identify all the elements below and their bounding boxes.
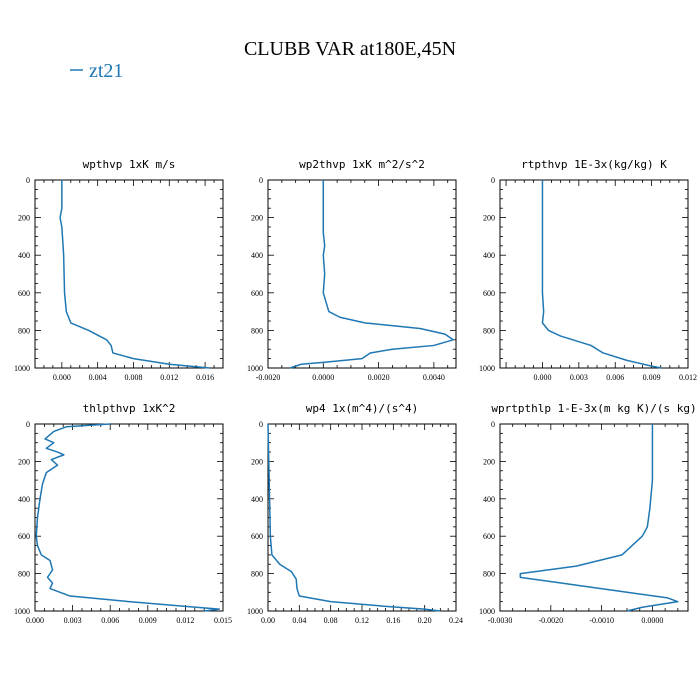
y-tick-label: 800 (18, 570, 30, 579)
x-tick-label: 0.0000 (641, 616, 663, 625)
y-tick-label: 400 (18, 495, 30, 504)
x-tick-label: -0.0020 (256, 373, 281, 382)
panel-title: wpthvp 1xK m/s (83, 158, 176, 171)
plot-frame (34, 423, 224, 612)
y-tick-label: 1000 (14, 364, 30, 373)
x-tick-label: 0.008 (124, 373, 142, 382)
x-tick-label: 0.006 (101, 616, 119, 625)
x-tick-label: 0.000 (26, 616, 44, 625)
y-tick-label: 800 (251, 570, 263, 579)
x-tick-label: 0.12 (355, 616, 369, 625)
y-tick-label: 600 (18, 289, 30, 298)
x-tick-label: 0.009 (139, 616, 157, 625)
x-tick-label: 0.015 (214, 616, 232, 625)
x-tick-label: 0.16 (386, 616, 400, 625)
x-tick-label: -0.0020 (538, 616, 563, 625)
series-line-zt21 (519, 424, 679, 612)
x-tick-label: 0.00 (261, 616, 275, 625)
y-tick-label: 0 (259, 420, 263, 429)
y-tick-label: 200 (18, 214, 30, 223)
x-tick-label: 0.0020 (368, 373, 390, 382)
y-tick-label: 0 (26, 420, 30, 429)
panel-title: wp2thvp 1xK m^2/s^2 (299, 158, 425, 171)
panel-3: rtpthvp 1E-3x(kg/kg) K 0 200 400 600 800 1000 0… (479, 158, 697, 382)
y-tick-label: 400 (483, 251, 495, 260)
x-tick-label: 0.004 (89, 373, 107, 382)
y-tick-label: 600 (483, 289, 495, 298)
x-tick-label: 0.000 (53, 373, 71, 382)
series-line-zt21 (59, 180, 210, 369)
y-tick-label: 800 (483, 326, 495, 335)
panel-1: wpthvp 1xK m/s 0 200 400 600 800 1000 0.000 0.00… (14, 158, 224, 382)
y-tick-label: 200 (483, 214, 495, 223)
x-tick-label: 0.016 (196, 373, 214, 382)
y-tick-label: 0 (491, 176, 495, 185)
y-tick-label: 400 (251, 495, 263, 504)
x-tick-label: 0.20 (418, 616, 432, 625)
panel-title: wp4 1x(m^4)/(s^4) (306, 402, 419, 415)
y-tick-label: 1000 (479, 364, 495, 373)
y-tick-label: 600 (251, 532, 263, 541)
legend-label: zt21 (89, 60, 123, 82)
plot-frame (34, 179, 224, 369)
y-tick-label: 1000 (247, 364, 263, 373)
y-tick-label: 800 (18, 326, 30, 335)
x-tick-label: -0.0030 (488, 616, 513, 625)
x-tick-label: 0.24 (449, 616, 463, 625)
y-tick-label: 1000 (247, 607, 263, 616)
plot-frame (267, 179, 457, 369)
panel-2: wp2thvp 1xK m^2/s^2 0 200 400 600 800 1000-0.0… (247, 158, 457, 382)
panel-title: thlpthvp 1xK^2 (83, 402, 176, 415)
y-tick-label: 1000 (479, 607, 495, 616)
y-tick-label: 400 (18, 251, 30, 260)
y-tick-label: 800 (483, 570, 495, 579)
x-tick-label: 0.0040 (423, 373, 445, 382)
y-tick-label: 0 (259, 176, 263, 185)
series-line-zt21 (267, 423, 441, 612)
y-tick-label: 600 (483, 532, 495, 541)
legend: zt21 (70, 60, 123, 82)
x-tick-label: 0.04 (292, 616, 306, 625)
y-tick-label: 200 (251, 214, 263, 223)
x-tick-label: 0.000 (533, 373, 551, 382)
y-tick-label: 800 (251, 326, 263, 335)
y-tick-label: 0 (26, 176, 30, 185)
x-tick-label: 0.003 (570, 373, 588, 382)
panel-title: wprtpthlp 1-E-3x(m kg K)/(s kg) (491, 402, 696, 415)
y-tick-label: 200 (18, 457, 30, 466)
x-tick-label: 0.009 (643, 373, 661, 382)
x-tick-label: 0.012 (160, 373, 178, 382)
x-tick-label: 0.08 (324, 616, 338, 625)
y-tick-label: 200 (483, 457, 495, 466)
x-tick-label: 0.012 (176, 616, 194, 625)
y-tick-label: 200 (251, 457, 263, 466)
panel-title: rtpthvp 1E-3x(kg/kg) K (521, 158, 667, 171)
figure-title: CLUBB VAR at180E,45N (244, 38, 456, 60)
y-tick-label: 400 (483, 495, 495, 504)
plot-frame (499, 179, 689, 369)
y-tick-label: 400 (251, 251, 263, 260)
x-tick-label: 0.0000 (312, 373, 334, 382)
series-line-zt21 (289, 180, 454, 369)
panel-6: wprtpthlp 1-E-3x(m kg K)/(s kg) 0 200 400 60… (479, 402, 697, 625)
x-tick-label: 0.012 (679, 373, 697, 382)
y-tick-label: 600 (251, 289, 263, 298)
series-line-zt21 (35, 423, 220, 612)
x-tick-label: 0.003 (64, 616, 82, 625)
plot-frame (499, 423, 689, 612)
series-line-zt21 (541, 180, 662, 369)
y-tick-label: 0 (491, 420, 495, 429)
x-tick-label: 0.006 (606, 373, 624, 382)
y-tick-label: 1000 (14, 607, 30, 616)
y-tick-label: 600 (18, 532, 30, 541)
x-tick-label: -0.0010 (589, 616, 614, 625)
